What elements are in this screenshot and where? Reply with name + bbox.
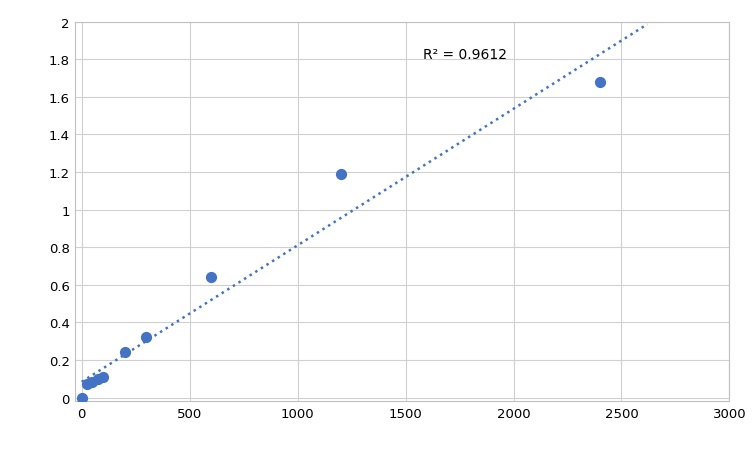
Point	[141, 334, 153, 341]
Point	[335, 171, 347, 178]
Text: R² = 0.9612: R² = 0.9612	[423, 47, 507, 61]
Point	[119, 349, 131, 356]
Point	[86, 379, 99, 386]
Point	[594, 79, 606, 86]
Point	[81, 381, 93, 388]
Point	[97, 373, 109, 381]
Point	[76, 394, 88, 401]
Point	[92, 375, 104, 382]
Point	[205, 274, 217, 281]
